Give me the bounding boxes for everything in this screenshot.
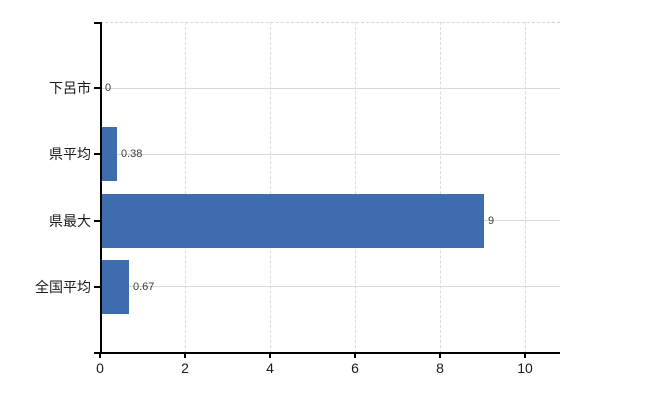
h-gridline bbox=[100, 286, 560, 288]
v-gridline bbox=[270, 22, 271, 353]
x-axis-line bbox=[94, 352, 560, 354]
h-gridline bbox=[100, 153, 560, 155]
bar bbox=[101, 194, 484, 248]
y-axis-end-tick bbox=[94, 22, 100, 24]
v-gridline bbox=[355, 22, 356, 353]
plot-top-border bbox=[100, 22, 560, 23]
x-axis-tick bbox=[524, 353, 526, 358]
bar-value-label: 0.38 bbox=[121, 148, 143, 160]
x-tick-label: 8 bbox=[436, 360, 444, 376]
bar bbox=[101, 127, 117, 181]
bar-value-label: 9 bbox=[488, 215, 495, 227]
bar bbox=[101, 260, 129, 314]
bar-value-label: 0 bbox=[105, 82, 112, 94]
bar-value-label: 0.67 bbox=[133, 281, 155, 293]
x-tick-label: 0 bbox=[96, 360, 104, 376]
category-label: 下呂市 bbox=[49, 80, 91, 97]
category-label: 全国平均 bbox=[35, 278, 91, 295]
x-axis-tick bbox=[99, 353, 101, 358]
x-tick-label: 10 bbox=[517, 360, 533, 376]
h-gridline bbox=[100, 87, 560, 89]
category-tick bbox=[94, 219, 100, 222]
plot-area: 0 0.38 9 0.67 bbox=[94, 22, 560, 358]
x-axis-tick bbox=[439, 353, 441, 358]
x-axis-tick bbox=[184, 353, 186, 358]
v-gridline bbox=[525, 22, 526, 353]
x-tick-label: 6 bbox=[351, 360, 359, 376]
x-tick-label: 4 bbox=[266, 360, 274, 376]
category-label: 県平均 bbox=[49, 146, 91, 163]
v-gridline bbox=[440, 22, 441, 353]
v-gridline bbox=[185, 22, 186, 353]
x-axis-tick bbox=[354, 353, 356, 358]
y-axis-line bbox=[100, 22, 102, 353]
category-tick bbox=[94, 87, 100, 90]
x-tick-label: 2 bbox=[181, 360, 189, 376]
category-label: 県最大 bbox=[49, 212, 91, 229]
category-tick bbox=[94, 153, 100, 156]
x-axis-tick bbox=[269, 353, 271, 358]
category-tick bbox=[94, 285, 100, 288]
